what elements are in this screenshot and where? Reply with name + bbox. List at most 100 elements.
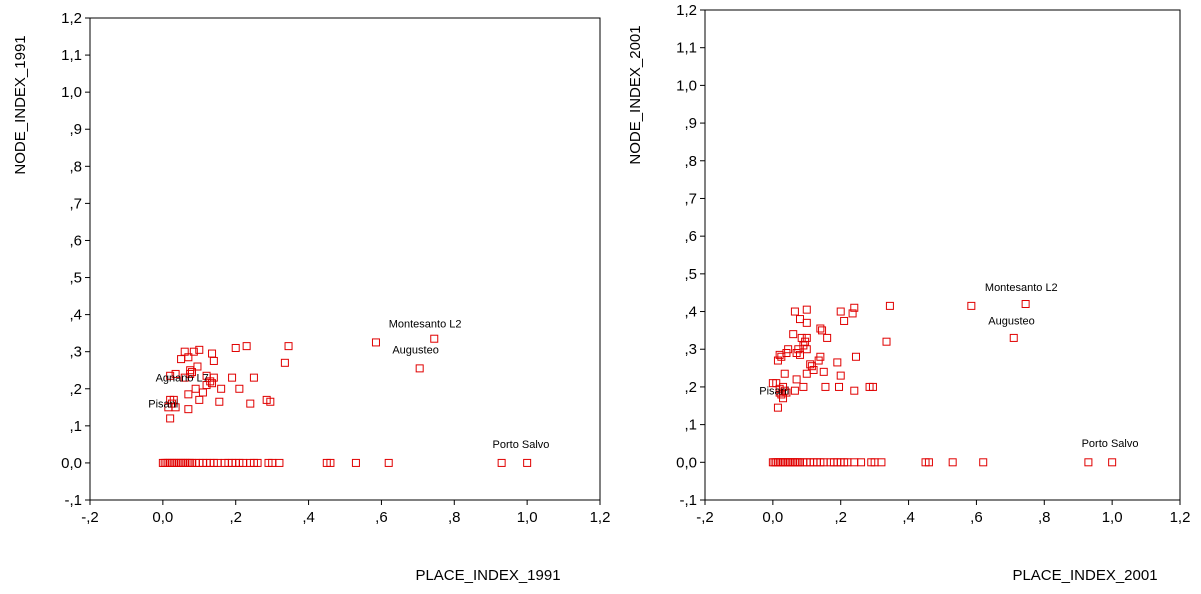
data-point [246,399,255,408]
data-point [171,369,180,378]
y-tick-label: -,1 [64,492,82,509]
data-point [523,458,532,467]
y-tick-label: ,1 [684,417,697,434]
data-point [868,382,877,391]
data-point [195,345,204,354]
data-point [792,375,801,384]
y-tick-label: 1,2 [61,10,82,27]
x-tick-label: ,4 [902,509,915,526]
data-point [231,343,240,352]
data-point [790,386,799,395]
y-tick-label: ,2 [69,381,82,398]
x-tick-label: ,2 [229,509,242,526]
data-point [208,379,217,388]
y-tick-label: ,1 [69,418,82,435]
data-point [208,349,217,358]
y-tick-label: ,9 [684,115,697,132]
data-point [371,338,380,347]
data-point [253,458,262,467]
y-tick-label: ,4 [684,304,697,321]
data-point [280,358,289,367]
data-point [191,384,200,393]
data-point [228,373,237,382]
y-tick-label: -,1 [679,492,697,509]
data-point [773,403,782,412]
data-point [1021,300,1030,308]
y-tick-label: ,9 [69,121,82,138]
data-point [836,307,845,316]
x-tick-label: 1,0 [1102,509,1123,526]
x-tick-label: 0,0 [152,509,173,526]
point-annotation: Augusteo [392,345,438,357]
data-point [1108,458,1117,467]
data-point [784,345,793,354]
data-point [186,369,195,378]
data-point [840,316,849,325]
data-point [266,397,275,406]
y-tick-label: 0,0 [676,454,697,471]
data-point [948,458,957,467]
y-tick-label: ,5 [684,266,697,283]
scatter-chart-1991: -,2 0,0 ,2 ,4 ,6 ,8 1,0 1,2 -,1 0,0 ,1 ,2 ,3 ,4 ,5 ,6 ,7… [12,10,610,584]
data-point [217,384,226,393]
point-annotation: Pisani [148,398,178,410]
y-tick-label: 1,1 [61,47,82,64]
data-point [821,382,830,391]
data-point [249,373,258,382]
data-point [177,355,186,364]
data-point [768,379,777,388]
data-point [782,388,791,397]
data-point [816,352,825,361]
data-point [242,342,251,351]
point-annotation: Montesanto L2 [389,319,462,331]
data-point [802,345,811,354]
x-tick-label: -,2 [81,509,99,526]
data-point [819,367,828,376]
x-tick-label: ,6 [375,509,388,526]
y-tick-label: 1,0 [61,84,82,101]
data-point [184,390,193,399]
x-tick-label: ,2 [834,509,847,526]
y-axis-title: NODE_INDEX_2001 [627,25,644,164]
data-point [235,384,244,393]
data-point [835,382,844,391]
data-point [184,405,193,414]
data-point [850,386,859,395]
x-tick-label: 1,2 [590,509,611,526]
data-point [188,368,196,377]
x-tick-label: ,8 [1038,509,1051,526]
data-point [215,397,224,406]
x-tick-label: -,2 [696,509,714,526]
data-point [1009,333,1018,342]
data-point [193,362,202,371]
data-point [850,458,859,467]
data-point [790,307,799,316]
x-tick-label: 0,0 [762,509,783,526]
point-annotation: Augusteo [988,316,1034,328]
x-axis-title: PLACE_INDEX_1991 [415,567,560,584]
point-annotation: Montesanto L2 [985,282,1058,294]
point-annotation: Pisani [759,385,789,397]
data-point [802,333,811,342]
data-point [384,458,393,467]
data-point [275,458,284,467]
y-tick-label: ,4 [69,307,82,324]
y-tick-label: ,7 [684,190,697,207]
plot-frame [704,9,1181,501]
scatter-chart-2001: -,2 0,0 ,2 ,4 ,6 ,8 1,0 1,2 -,1 0,0 ,1 ,2 ,3 ,4 ,5 ,6 ,7… [627,2,1190,584]
data-point [885,301,894,310]
data-point [166,371,175,380]
data-point [789,330,798,339]
data-point [284,342,293,351]
x-tick-label: ,8 [448,509,461,526]
x-tick-label: 1,0 [517,509,538,526]
y-tick-label: 1,0 [676,77,697,94]
data-point [848,309,857,318]
x-tick-label: ,6 [970,509,983,526]
data-point [882,337,891,346]
data-point [802,318,811,327]
data-point [180,347,189,356]
y-tick-label: ,6 [684,228,697,245]
data-point [202,371,211,380]
y-tick-label: 1,1 [676,40,697,57]
